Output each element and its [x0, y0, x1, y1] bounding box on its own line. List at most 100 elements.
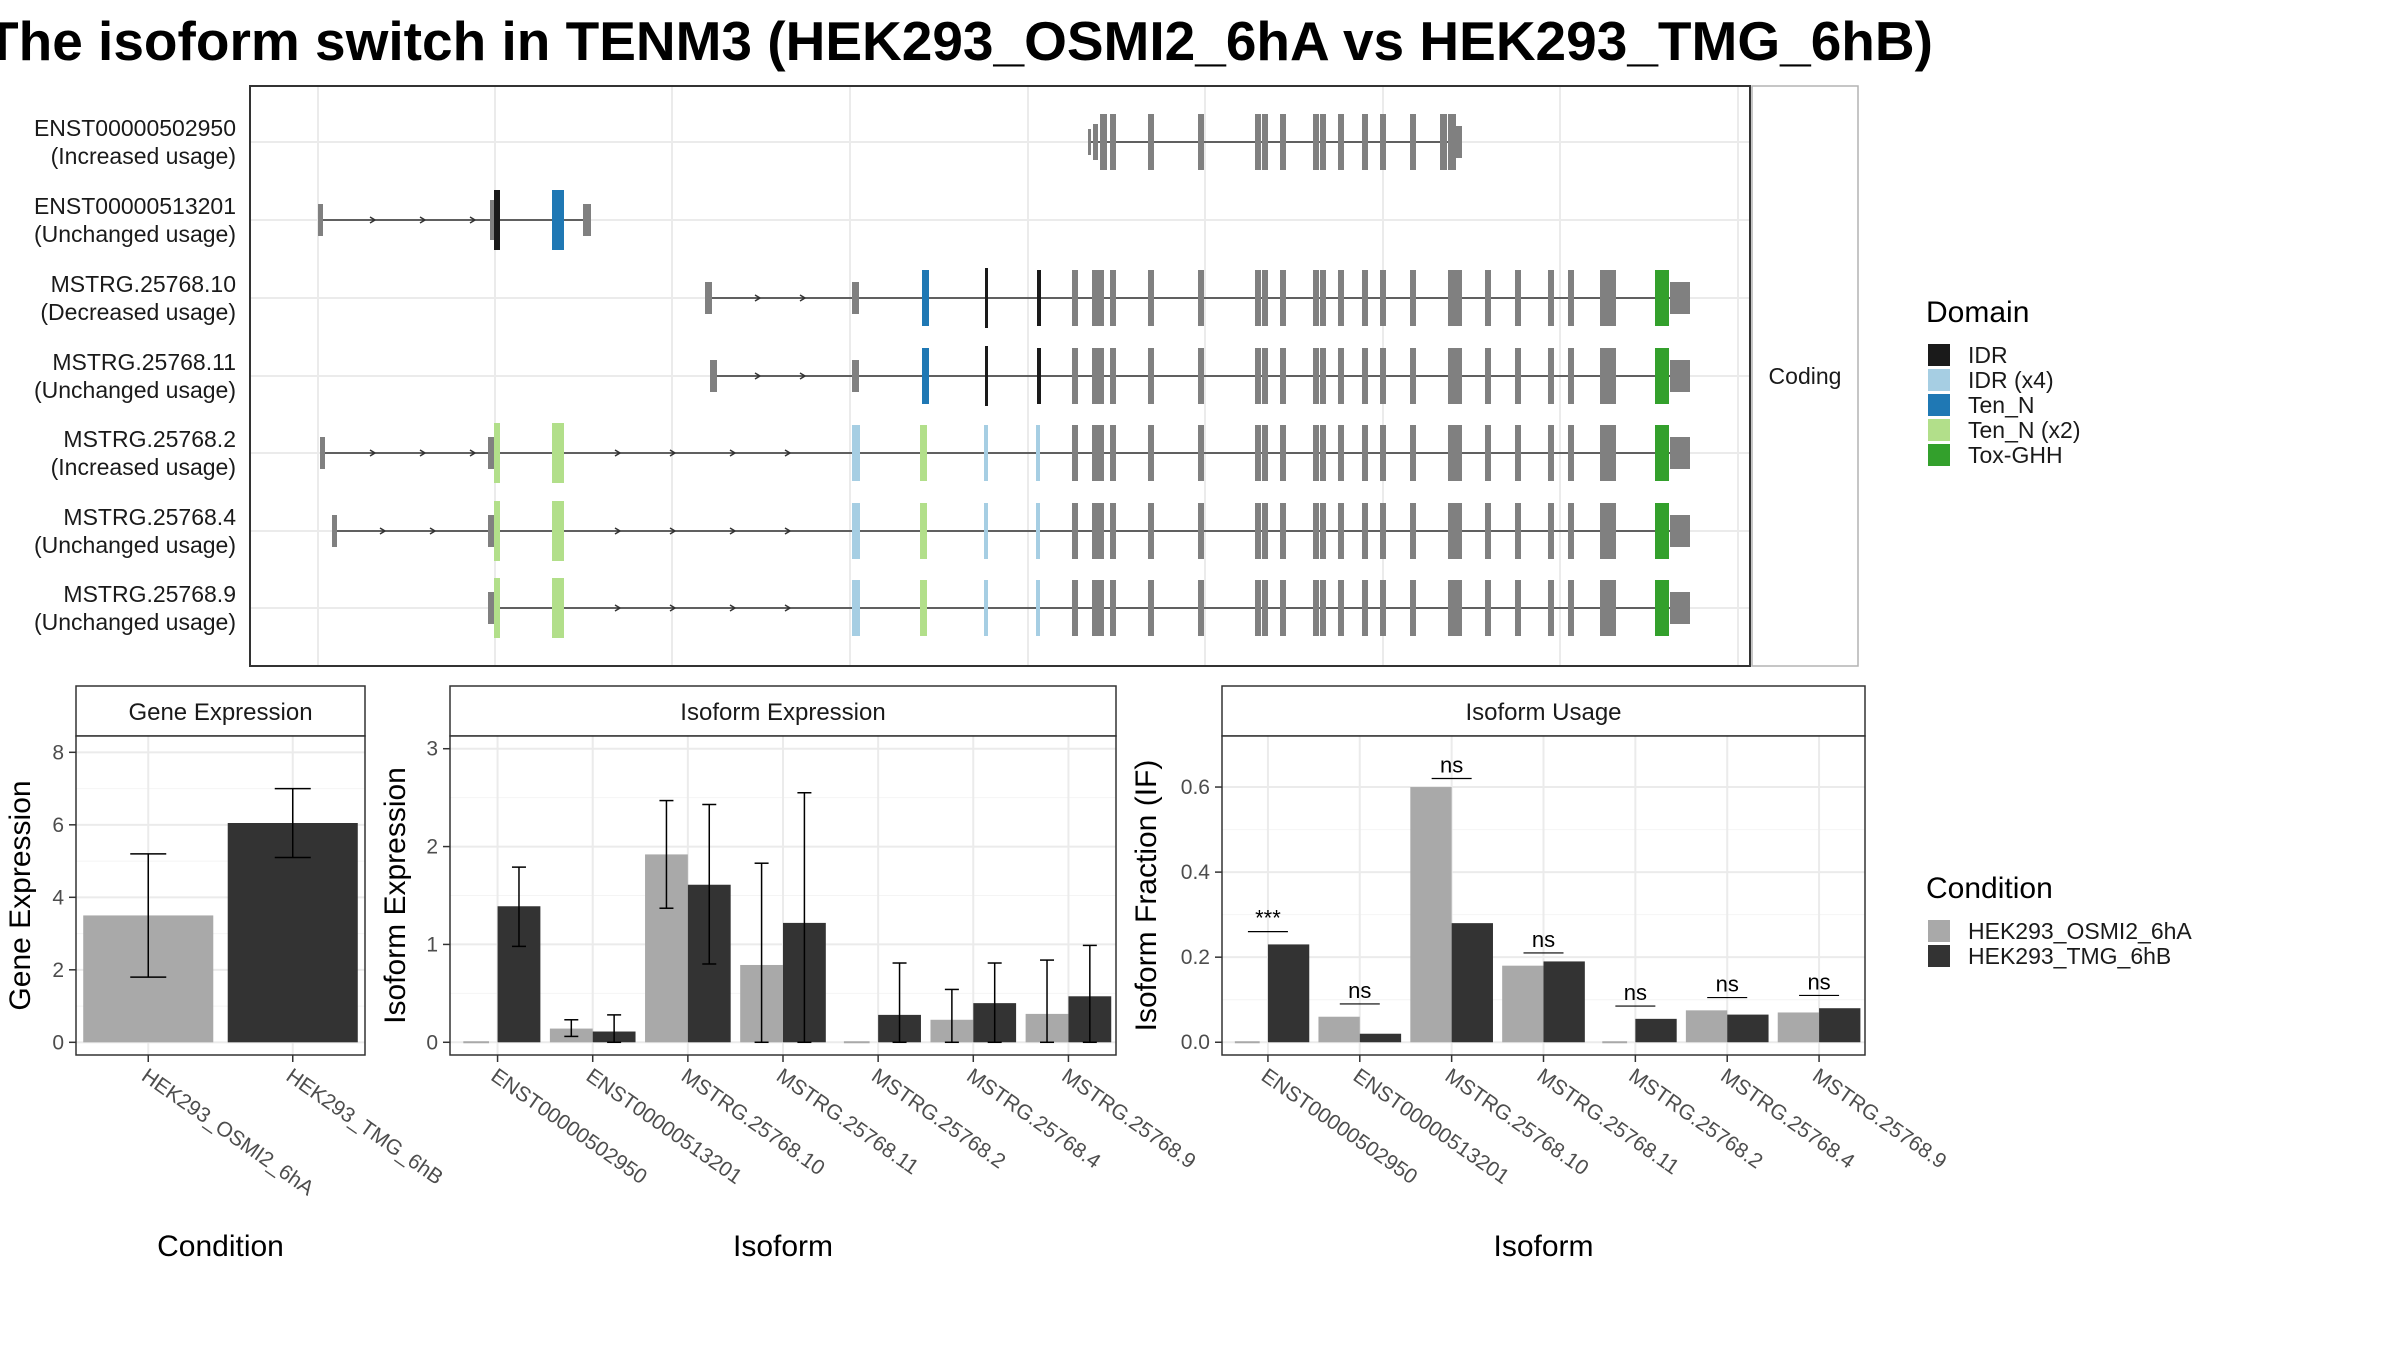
strand-arrow: [784, 527, 792, 535]
exon-block: [1380, 503, 1386, 559]
isoform-expression-panel: Isoform Expression 0 1 2 3 ENST00000502950ENS…: [379, 685, 1200, 1263]
exon-block: [1362, 425, 1368, 481]
utr-exon: [1670, 360, 1690, 392]
exon-block: [1148, 114, 1154, 170]
exon-block: [1262, 580, 1268, 636]
domain-Ten_N: [922, 348, 929, 404]
exon-block: [1255, 114, 1261, 170]
exon-block: [1515, 503, 1521, 559]
exon-block: [1262, 114, 1268, 170]
exon-block: [1110, 270, 1116, 326]
domain-IDR-x4: [1036, 425, 1040, 481]
exon-block: [1255, 580, 1261, 636]
exon-block: [1568, 580, 1574, 636]
bar: [1318, 1016, 1360, 1043]
exon-block: [1448, 270, 1462, 326]
y-tick-label: 4: [52, 886, 64, 909]
exon-block: [1110, 425, 1116, 481]
y-tick-label: 6: [52, 814, 64, 837]
exon-block: [1548, 270, 1554, 326]
panel-strip: [75, 685, 366, 737]
exon-block: [1608, 270, 1616, 326]
x-tick-label: ENST00000502950: [487, 1064, 651, 1189]
exon-block: [1320, 580, 1326, 636]
domain-legend-label: IDR (x4): [1968, 367, 2054, 393]
y-tick-label: 3: [426, 738, 438, 761]
exon-block: [488, 515, 494, 547]
exon-block: [1072, 580, 1078, 636]
exon-block: [1320, 114, 1326, 170]
exon-block: [488, 437, 494, 469]
strand-arrow: [754, 372, 762, 380]
exon-block: [1338, 348, 1344, 404]
domain-IDR-x4: [984, 425, 988, 481]
exon-block: [1148, 425, 1154, 481]
exon-block: [1198, 270, 1204, 326]
exon-block: [1448, 425, 1462, 481]
domain-legend-title: Domain: [1926, 296, 2029, 329]
bar: [1727, 1014, 1769, 1043]
exon-block: [1410, 503, 1416, 559]
exon-block: [1280, 580, 1286, 636]
strand-arrow: [614, 604, 622, 612]
strand-arrow: [469, 216, 477, 224]
domain-IDR: [494, 190, 500, 250]
transcript-usage-label: (Increased usage): [51, 454, 236, 480]
y-tick-label: 8: [52, 741, 64, 764]
exon-block: [1456, 126, 1462, 158]
exon-block: [1072, 503, 1078, 559]
condition-legend-key: [1928, 920, 1950, 942]
exon-block: [488, 592, 494, 624]
exon-block: [1110, 580, 1116, 636]
domain-legend-label: Tox-GHH: [1968, 442, 2063, 468]
panel-strip: [1221, 685, 1866, 737]
exon-block: [1448, 114, 1456, 170]
strand-arrow: [754, 294, 762, 302]
y-axis-title: Isoform Expression: [379, 767, 412, 1024]
strand-arrow: [799, 294, 807, 302]
exon-block: [1148, 270, 1154, 326]
domain-Ten_N-x2: [494, 423, 500, 483]
exon-block: [1608, 503, 1616, 559]
exon-block: [320, 437, 325, 469]
exon-block: [318, 204, 323, 236]
y-tick-label: 0.0: [1181, 1031, 1210, 1054]
exon-block: [1568, 270, 1574, 326]
significance-label: ns: [1440, 753, 1463, 778]
transcript-usage-label: (Unchanged usage): [34, 221, 236, 247]
exon-block: [1448, 348, 1462, 404]
exon-block: [1362, 270, 1368, 326]
domain-IDR-x4: [852, 425, 860, 481]
exon-block: [1313, 580, 1319, 636]
domain-Ten_N: [552, 190, 564, 250]
x-axis-title: Isoform: [1493, 1230, 1593, 1263]
exon-block: [1148, 503, 1154, 559]
exon-block: [1380, 270, 1386, 326]
exon-block: [1255, 270, 1261, 326]
transcript-usage-label: (Increased usage): [51, 143, 236, 169]
strand-arrow: [419, 216, 427, 224]
exon-block: [1338, 425, 1344, 481]
exon-block: [1338, 580, 1344, 636]
strand-arrow: [469, 449, 477, 457]
exon-block: [490, 200, 494, 240]
exon-block: [1280, 503, 1286, 559]
exon-block: [1098, 270, 1104, 326]
strand-arrow: [784, 449, 792, 457]
exon-block: [1380, 114, 1386, 170]
strand-arrow: [669, 527, 677, 535]
y-tick-label: 0.4: [1181, 861, 1211, 884]
y-tick-label: 0.6: [1181, 776, 1210, 799]
strand-arrow: [729, 604, 737, 612]
exon-block: [1410, 580, 1416, 636]
exon-block: [1198, 503, 1204, 559]
panel-title: Isoform Expression: [680, 699, 885, 726]
bar: [1267, 944, 1310, 1043]
bar: [1410, 787, 1452, 1043]
transcript-id-label: MSTRG.25768.9: [63, 581, 236, 607]
domain-Ten_N-x2: [494, 578, 500, 638]
exon-block: [1280, 114, 1286, 170]
exon-block: [1262, 270, 1268, 326]
exon-block: [1548, 503, 1554, 559]
